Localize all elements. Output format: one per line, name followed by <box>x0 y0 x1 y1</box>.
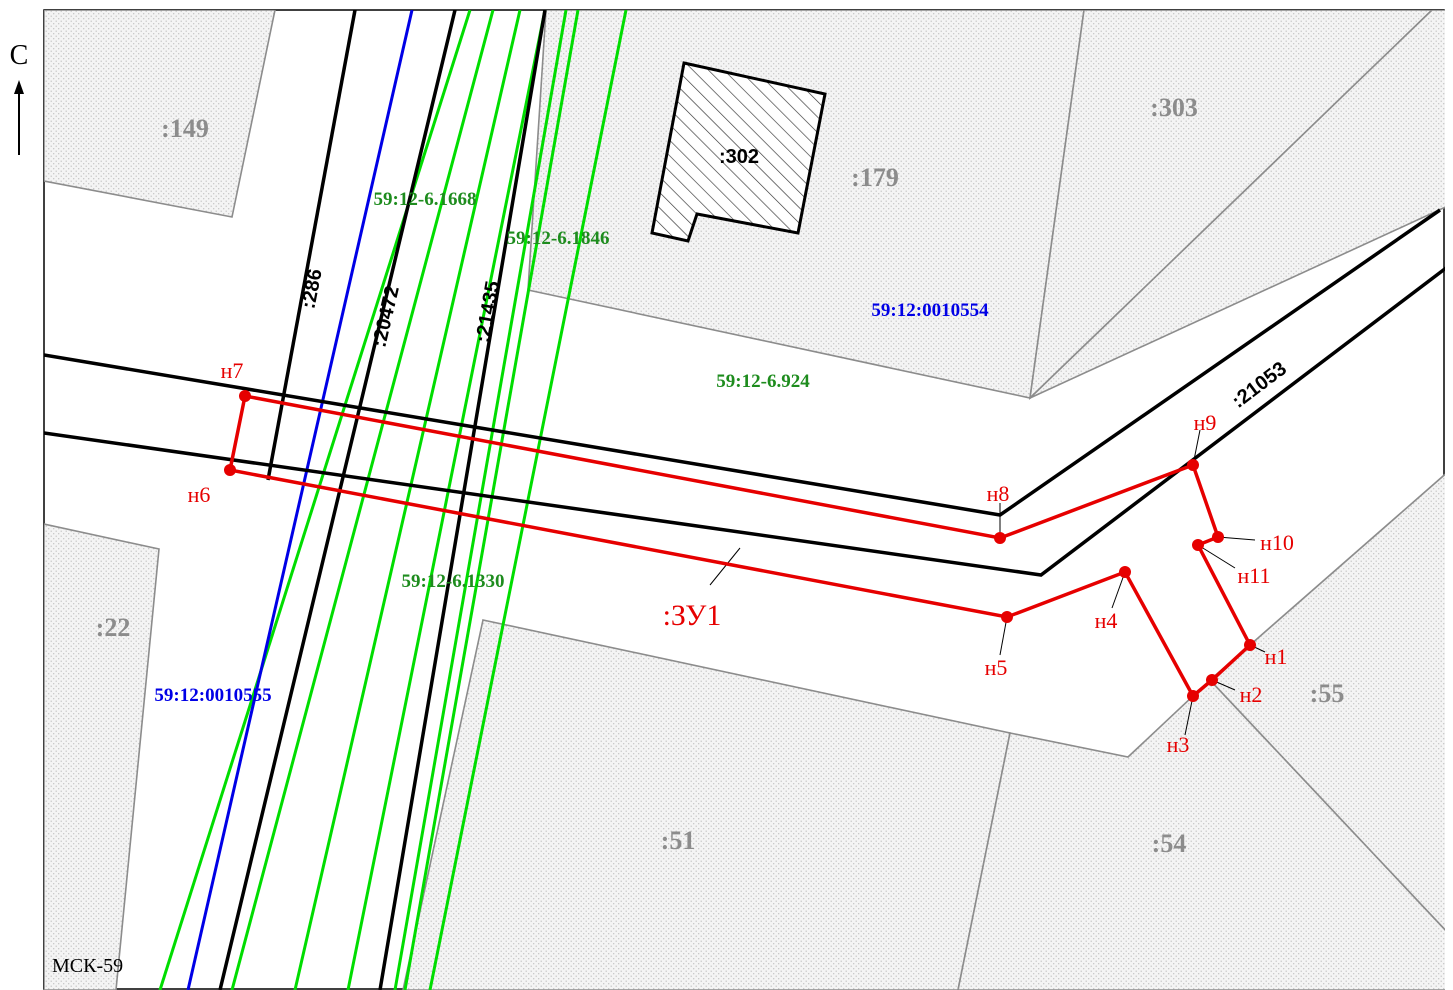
parcel-149 <box>44 10 276 218</box>
parcel-label-55: :55 <box>1310 679 1345 708</box>
zone-label-1668: 59:12-6.1668 <box>374 189 477 210</box>
point-label-n9: н9 <box>1194 410 1217 435</box>
north-letter: С <box>10 40 29 71</box>
parcel-22 <box>44 523 160 990</box>
building-label-302: :302 <box>719 146 759 168</box>
vertex-n9 <box>1187 459 1199 471</box>
crs-label: МСК-59 <box>52 955 123 977</box>
point-label-n10: н10 <box>1260 530 1294 555</box>
parcel-label-54: :54 <box>1152 829 1187 858</box>
vertex-n3 <box>1187 690 1199 702</box>
point-label-n6: н6 <box>188 482 211 507</box>
point-label-n7: н7 <box>221 358 244 383</box>
parcel-303-east <box>1029 10 1445 399</box>
quarter-boundary-line <box>186 10 414 990</box>
vertex-n5 <box>1001 611 1013 623</box>
north-arrow-icon <box>14 80 24 155</box>
vertex-n11 <box>1192 539 1204 551</box>
vertex-n8 <box>994 532 1006 544</box>
point-leaders <box>999 429 1266 736</box>
point-label-n4: н4 <box>1095 608 1118 633</box>
zone-lines <box>158 10 628 990</box>
zone-label-1330: 59:12-6.1330 <box>402 571 505 592</box>
building-302 <box>650 61 827 243</box>
parcel-label-149: :149 <box>161 114 209 143</box>
vertices <box>224 390 1256 702</box>
project-parcel-label: :ЗУ1 <box>663 599 722 632</box>
point-label-n8: н8 <box>987 481 1010 506</box>
vertex-n6 <box>224 464 236 476</box>
quarter-label-554: 59:12:0010554 <box>871 300 989 321</box>
zu1-leader-line <box>709 547 741 586</box>
point-label-n1: н1 <box>1265 644 1288 669</box>
parcel-55 <box>1208 473 1445 931</box>
point-label-n5: н5 <box>985 655 1008 680</box>
vertex-n7 <box>239 390 251 402</box>
zone-label-1846: 59:12-6.1846 <box>507 228 610 249</box>
parcel-label-22: :22 <box>96 613 131 642</box>
vertex-n4 <box>1119 566 1131 578</box>
vertex-n1 <box>1244 639 1256 651</box>
parcel-label-303: :303 <box>1150 93 1198 122</box>
parcel-54 <box>957 678 1445 990</box>
point-label-n2: н2 <box>1240 682 1263 707</box>
point-label-n3: н3 <box>1167 732 1190 757</box>
zone-label-924: 59:12-6.924 <box>716 371 810 392</box>
parcel-label-179: :179 <box>851 163 899 192</box>
parcel-label-51: :51 <box>661 826 696 855</box>
point-label-n11: н11 <box>1238 563 1271 588</box>
vertex-n10 <box>1212 531 1224 543</box>
parcel-51 <box>402 619 1011 990</box>
vertex-n2 <box>1206 674 1218 686</box>
quarter-label-555: 59:12:0010555 <box>154 685 271 706</box>
